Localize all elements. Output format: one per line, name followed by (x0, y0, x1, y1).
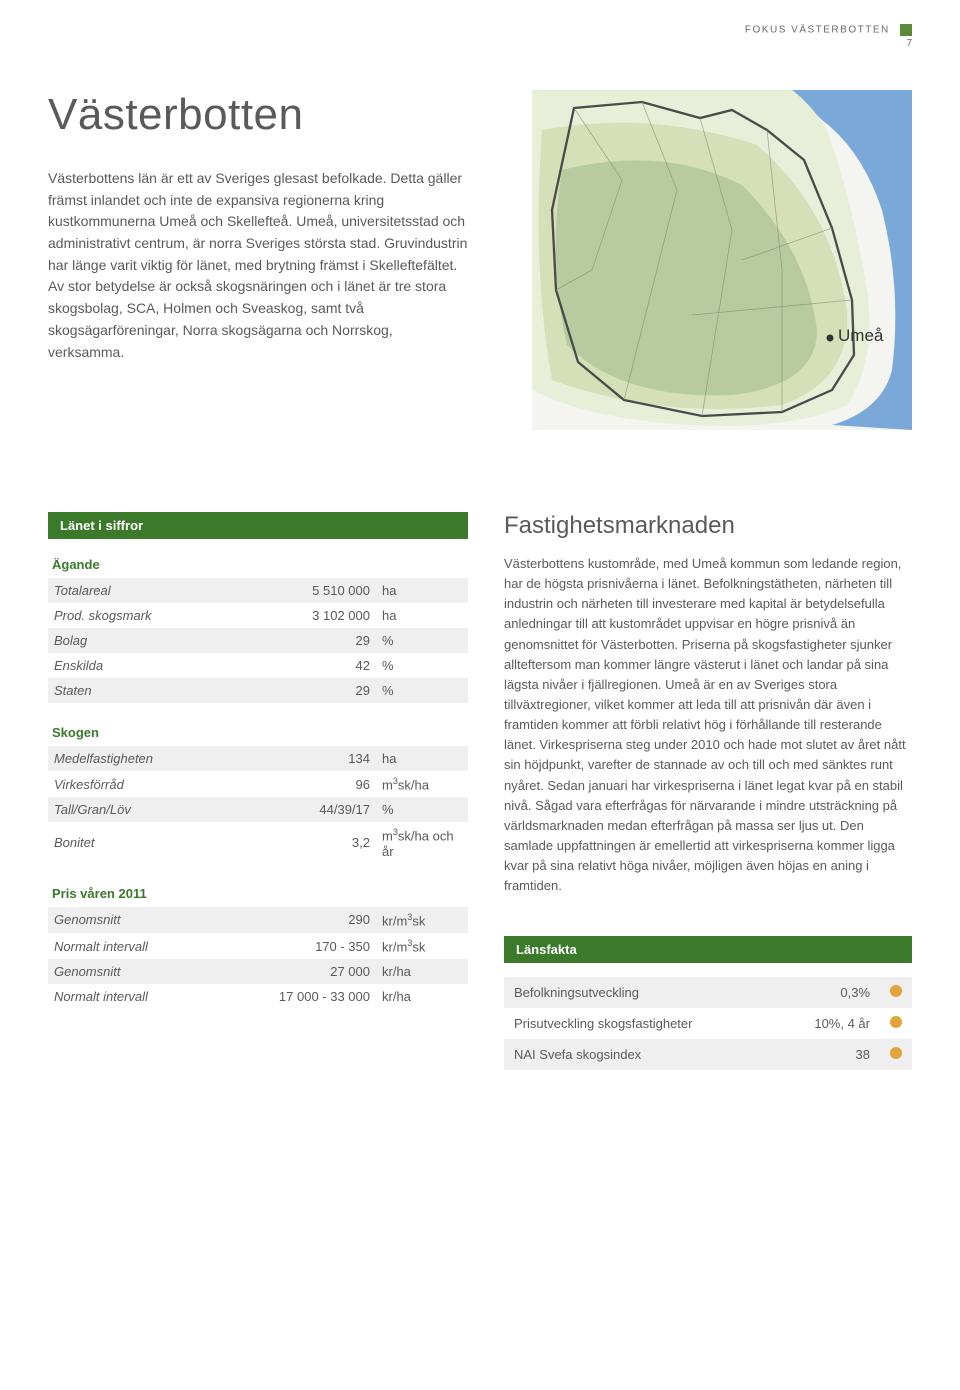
row-unit: ha (376, 746, 468, 771)
row-value: 27 000 (214, 959, 376, 984)
row-value: 29 (248, 678, 376, 703)
facts-table: Befolkningsutveckling0,3%Prisutveckling … (504, 977, 912, 1070)
stats-subhead: Pris våren 2011 (48, 882, 468, 907)
row-value: 290 (214, 907, 376, 933)
row-unit: % (376, 797, 468, 822)
stats-subhead: Skogen (48, 721, 468, 746)
fact-dot-cell (880, 1008, 912, 1039)
table-row: Enskilda42% (48, 653, 468, 678)
fact-label: Befolkningsutveckling (504, 977, 776, 1008)
row-value: 3 102 000 (248, 603, 376, 628)
table-row: Medelfastigheten134ha (48, 746, 468, 771)
row-label: Staten (48, 678, 248, 703)
fact-label: Prisutveckling skogsfastigheter (504, 1008, 776, 1039)
row-unit: kr/m3sk (376, 907, 468, 933)
row-value: 5 510 000 (248, 578, 376, 603)
row-unit: % (376, 653, 468, 678)
row-unit: ha (376, 578, 468, 603)
fact-dot-cell (880, 1039, 912, 1070)
fact-label: NAI Svefa skogsindex (504, 1039, 776, 1070)
row-unit: ha (376, 603, 468, 628)
row-unit: % (376, 678, 468, 703)
status-dot-icon (890, 1047, 902, 1059)
row-unit: % (376, 628, 468, 653)
table-row: Befolkningsutveckling0,3% (504, 977, 912, 1008)
table-row: Prod. skogsmark3 102 000ha (48, 603, 468, 628)
row-unit: kr/ha (376, 959, 468, 984)
row-label: Genomsnitt (48, 959, 214, 984)
table-row: Virkesförråd96m3sk/ha (48, 771, 468, 797)
row-unit: m3sk/ha och år (376, 822, 468, 863)
row-label: Totalareal (48, 578, 248, 603)
row-label: Bolag (48, 628, 248, 653)
table-row: Genomsnitt290kr/m3sk (48, 907, 468, 933)
stats-table: Genomsnitt290kr/m3skNormalt intervall170… (48, 907, 468, 1010)
row-label: Tall/Gran/Löv (48, 797, 258, 822)
stats-subhead: Ägande (48, 553, 468, 578)
table-row: Tall/Gran/Löv44/39/17% (48, 797, 468, 822)
row-unit: kr/ha (376, 984, 468, 1009)
table-row: Staten29% (48, 678, 468, 703)
row-label: Virkesförråd (48, 771, 258, 797)
row-label: Medelfastigheten (48, 746, 258, 771)
row-value: 170 - 350 (214, 933, 376, 959)
region-map: Umeå (532, 90, 912, 430)
page-title: Västerbotten (48, 90, 468, 140)
row-unit: kr/m3sk (376, 933, 468, 959)
fact-value: 0,3% (776, 977, 880, 1008)
fact-value: 38 (776, 1039, 880, 1070)
header-accent-square (900, 24, 912, 36)
header-kicker: FOKUS VÄSTERBOTTEN (745, 25, 890, 36)
status-dot-icon (890, 1016, 902, 1028)
facts-bar-title: Länsfakta (504, 936, 912, 963)
table-row: Normalt intervall170 - 350kr/m3sk (48, 933, 468, 959)
row-value: 96 (258, 771, 376, 797)
table-row: NAI Svefa skogsindex38 (504, 1039, 912, 1070)
row-value: 42 (248, 653, 376, 678)
stats-column: Länet i siffror ÄgandeTotalareal5 510 00… (48, 512, 468, 1070)
market-title: Fastighetsmarknaden (504, 512, 912, 540)
fact-dot-cell (880, 977, 912, 1008)
row-label: Genomsnitt (48, 907, 214, 933)
map-svg (532, 90, 912, 430)
row-value: 134 (258, 746, 376, 771)
row-label: Bonitet (48, 822, 258, 863)
stats-table: Medelfastigheten134haVirkesförråd96m3sk/… (48, 746, 468, 864)
table-row: Bolag29% (48, 628, 468, 653)
status-dot-icon (890, 985, 902, 997)
stats-bar-title: Länet i siffror (48, 512, 468, 539)
map-city-label: Umeå (838, 326, 883, 346)
fact-value: 10%, 4 år (776, 1008, 880, 1039)
row-value: 3,2 (258, 822, 376, 863)
stats-table: Totalareal5 510 000haProd. skogsmark3 10… (48, 578, 468, 703)
row-label: Prod. skogsmark (48, 603, 248, 628)
table-row: Bonitet3,2m3sk/ha och år (48, 822, 468, 863)
intro-paragraph: Västerbottens län är ett av Sveriges gle… (48, 168, 468, 363)
row-value: 44/39/17 (258, 797, 376, 822)
table-row: Totalareal5 510 000ha (48, 578, 468, 603)
page-number: 7 (745, 38, 912, 49)
market-paragraph: Västerbottens kustområde, med Umeå kommu… (504, 554, 912, 896)
table-row: Genomsnitt27 000kr/ha (48, 959, 468, 984)
row-value: 29 (248, 628, 376, 653)
row-value: 17 000 - 33 000 (214, 984, 376, 1009)
row-label: Normalt intervall (48, 984, 214, 1009)
table-row: Prisutveckling skogsfastigheter10%, 4 år (504, 1008, 912, 1039)
row-unit: m3sk/ha (376, 771, 468, 797)
facts-box: Länsfakta Befolkningsutveckling0,3%Prisu… (504, 936, 912, 1070)
row-label: Normalt intervall (48, 933, 214, 959)
page-header: FOKUS VÄSTERBOTTEN 7 (745, 24, 912, 49)
row-label: Enskilda (48, 653, 248, 678)
table-row: Normalt intervall17 000 - 33 000kr/ha (48, 984, 468, 1009)
